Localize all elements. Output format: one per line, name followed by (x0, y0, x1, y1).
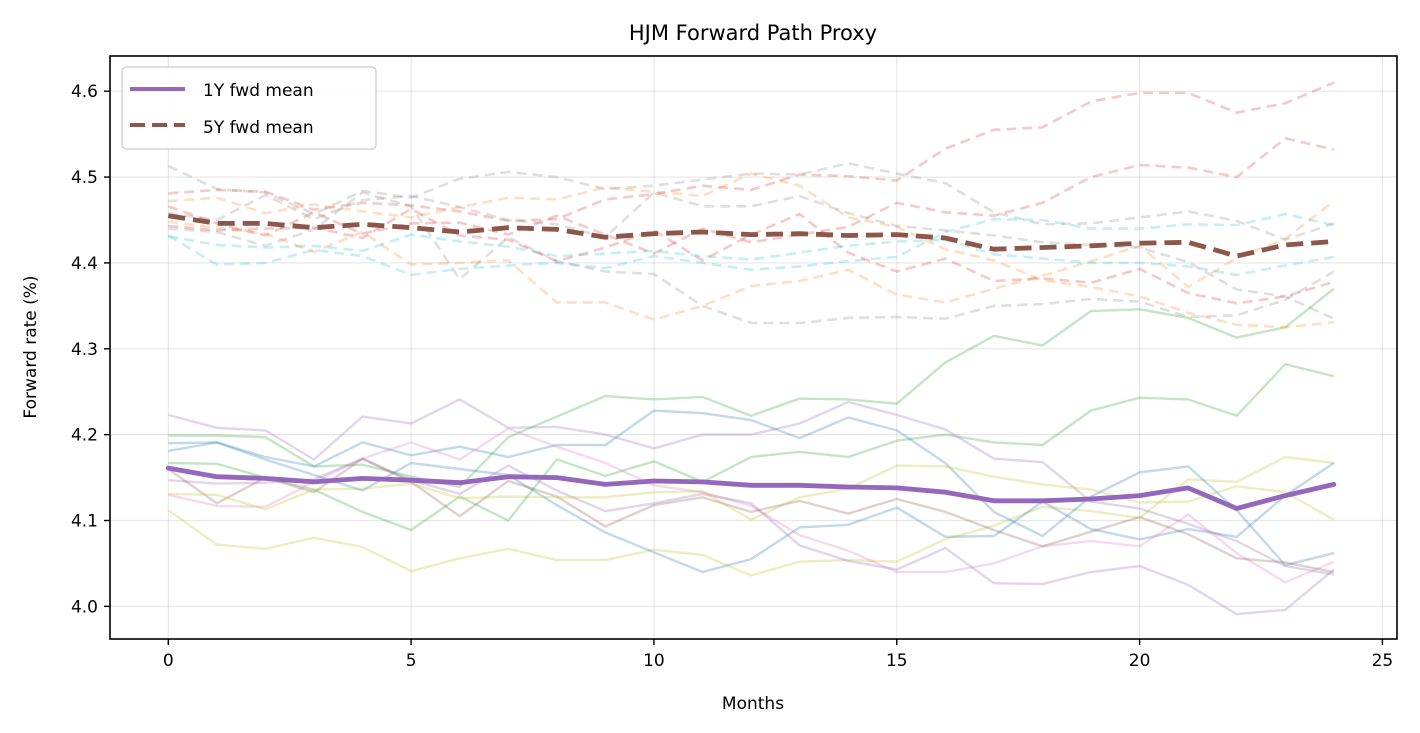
legend: 1Y fwd mean 5Y fwd mean (121, 66, 377, 150)
path-1y (168, 362, 1335, 532)
y-tick-label: 4.4 (71, 254, 98, 274)
path-5y (168, 200, 1335, 321)
path-1y (167, 455, 1335, 577)
path-5y (168, 233, 1335, 277)
path-5y (168, 191, 1335, 325)
y-tick-label: 4.2 (71, 426, 98, 446)
y-axis-label: Forward rate (%) (21, 275, 41, 418)
legend-label-5y: 5Y fwd mean (203, 118, 314, 138)
legend-box (121, 66, 377, 150)
paths-5y (167, 81, 1335, 329)
y-tick-label: 4.3 (71, 340, 98, 360)
y-tick-label: 4.5 (71, 168, 98, 188)
path-5y (168, 172, 1335, 329)
path-1y (167, 398, 1335, 576)
path-5y (168, 81, 1335, 223)
path-5y (168, 191, 1335, 320)
y-tick-label: 4.1 (71, 512, 98, 532)
path-5y (167, 212, 1335, 277)
x-tick-label: 10 (643, 651, 665, 671)
line-1y-fwd-mean (165, 465, 1337, 511)
path-1y (168, 464, 1335, 522)
path-1y (168, 457, 1335, 616)
line-5y-fwd-mean (167, 213, 1335, 259)
path-1y (168, 287, 1335, 489)
path-1y (168, 441, 1335, 574)
path-1y (168, 409, 1335, 567)
x-tick-label: 20 (1129, 651, 1151, 671)
path-1y (167, 457, 1335, 574)
x-axis-label: Months (722, 694, 784, 714)
x-tick-label: 25 (1372, 651, 1394, 671)
y-tick-label: 4.0 (71, 597, 98, 617)
x-tick-label: 5 (406, 651, 417, 671)
x-tick-label: 15 (886, 651, 908, 671)
x-axis-ticks: 0 5 10 15 20 25 (163, 639, 1393, 671)
mean-lines (165, 213, 1337, 511)
path-1y (168, 427, 1335, 584)
y-axis-ticks: 4.0 4.1 4.2 4.3 4.4 4.5 4.6 (71, 82, 110, 617)
chart-title: HJM Forward Path Proxy (629, 21, 877, 45)
y-tick-label: 4.6 (71, 82, 98, 102)
axes-frame (109, 55, 1398, 640)
path-5y (167, 136, 1335, 255)
grid (110, 56, 1397, 639)
path-5y (168, 207, 1335, 305)
x-tick-label: 0 (163, 651, 174, 671)
paths-1y (167, 287, 1335, 616)
path-5y (167, 161, 1335, 242)
legend-label-1y: 1Y fwd mean (203, 81, 314, 101)
